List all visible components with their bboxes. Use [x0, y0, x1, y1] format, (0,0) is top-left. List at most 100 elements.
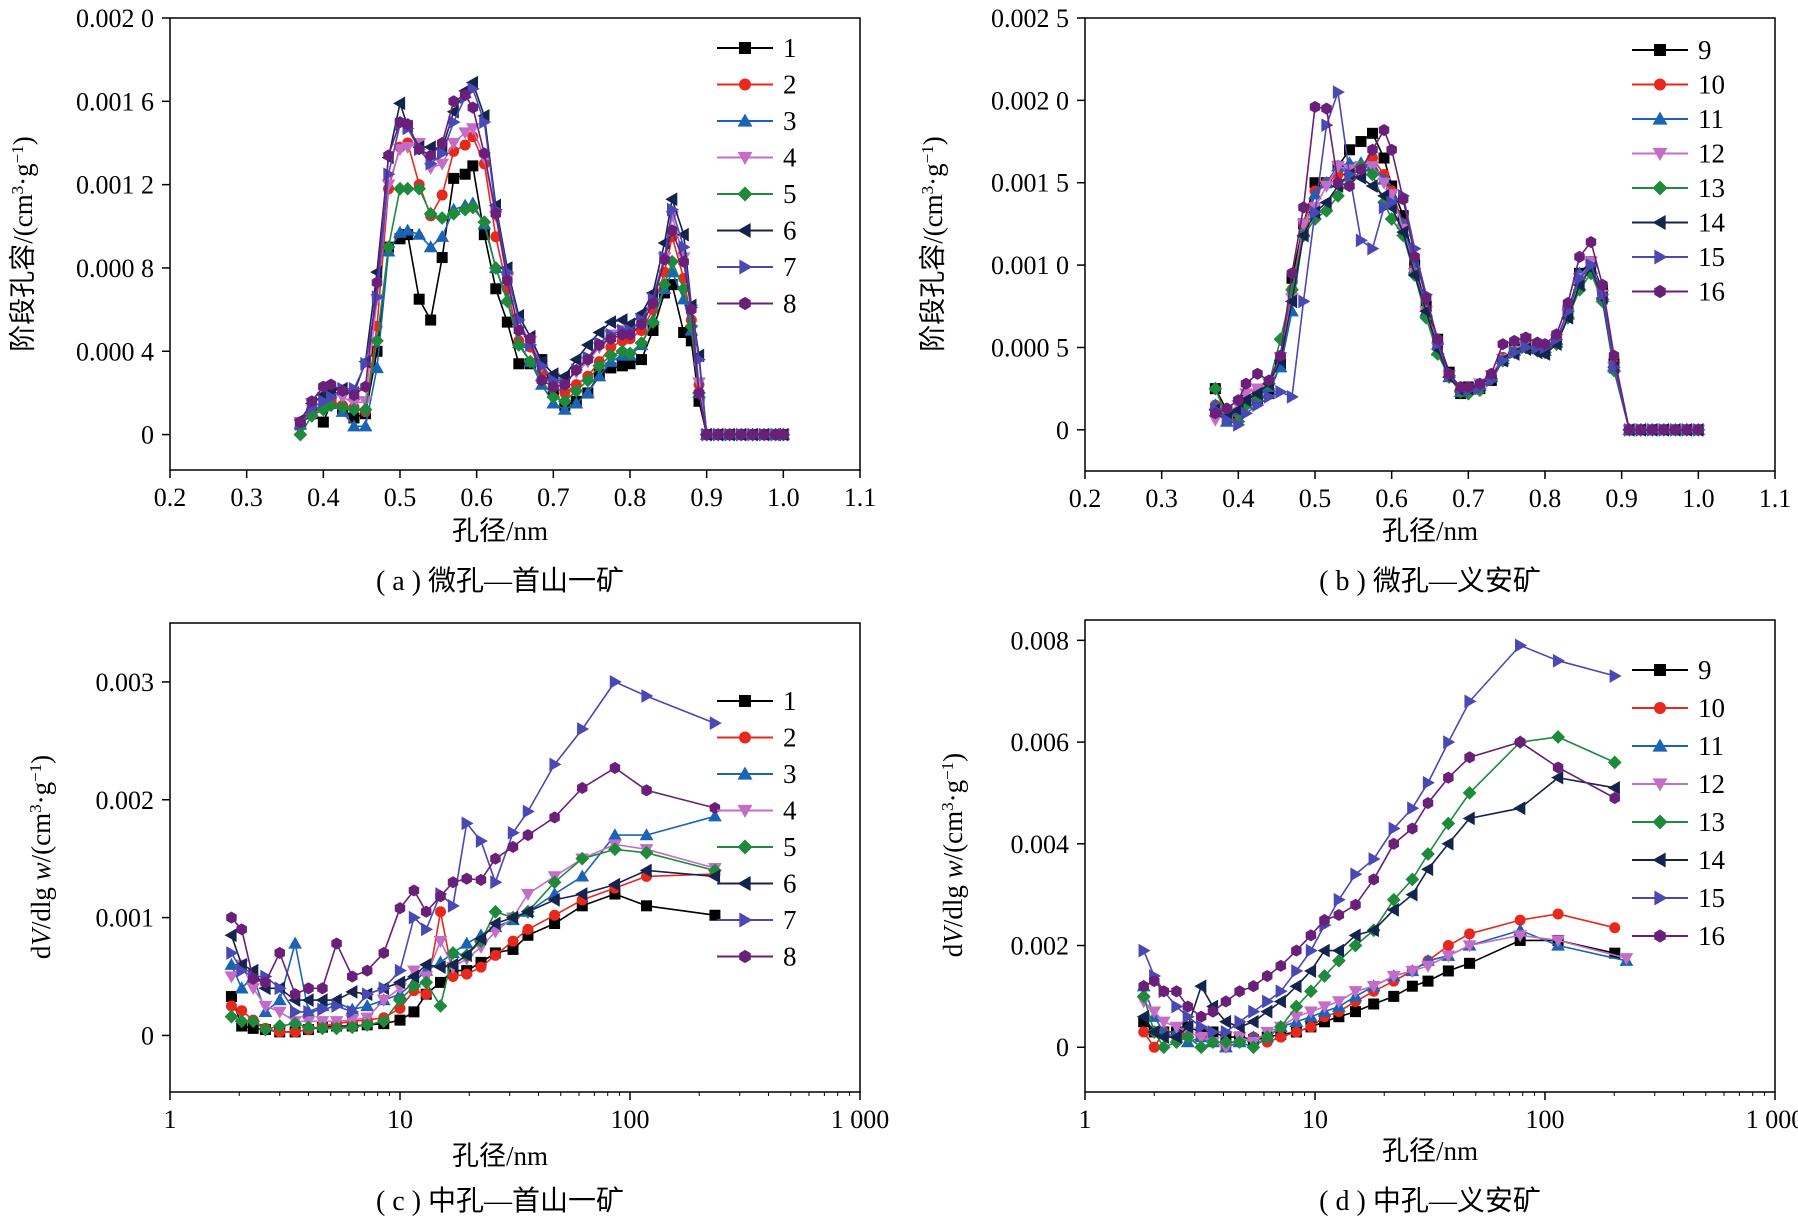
- data-point: [303, 982, 314, 995]
- data-point: [501, 316, 513, 328]
- legend-marker: [739, 949, 751, 964]
- data-point: [1609, 791, 1620, 805]
- data-point: [1422, 797, 1434, 810]
- x-tick-label: 0.2: [154, 483, 187, 512]
- data-point: [1250, 386, 1263, 401]
- data-point: [701, 428, 712, 441]
- series-line: [1214, 91, 1699, 431]
- legend-marker: [739, 912, 753, 928]
- data-point: [577, 781, 588, 795]
- data-point: [433, 999, 448, 1013]
- legend-label: 7: [783, 252, 797, 282]
- data-point: [360, 356, 373, 371]
- data-point: [383, 149, 394, 162]
- data-point: [461, 968, 473, 980]
- legend-label: 3: [783, 759, 797, 789]
- data-point: [1263, 389, 1276, 404]
- data-point: [575, 887, 588, 901]
- x-tick-label: 0.9: [1605, 484, 1638, 513]
- data-point: [506, 910, 519, 925]
- data-point: [1182, 1000, 1194, 1013]
- data-point: [513, 324, 525, 337]
- data-point: [1344, 167, 1357, 182]
- data-point: [1462, 811, 1475, 826]
- data-point: [437, 146, 450, 161]
- legend-label: 6: [783, 216, 797, 246]
- y-tick-label: 0.001 6: [76, 87, 154, 116]
- data-point: [605, 332, 617, 345]
- data-point: [413, 293, 425, 305]
- data-point: [1196, 1020, 1209, 1034]
- data-point: [1309, 100, 1321, 114]
- data-point: [459, 936, 474, 949]
- data-point: [1552, 653, 1565, 668]
- plot-frame: [1084, 17, 1776, 472]
- data-point: [636, 318, 647, 331]
- data-point: [1348, 938, 1363, 953]
- data-point: [274, 946, 285, 959]
- legend-label: 1: [783, 33, 797, 63]
- data-point: [605, 362, 617, 374]
- data-point: [1298, 201, 1309, 214]
- data-point: [1286, 389, 1299, 404]
- data-point: [467, 81, 480, 96]
- legend-marker: [737, 804, 753, 818]
- data-point: [548, 380, 559, 393]
- data-point: [1260, 1030, 1275, 1044]
- data-point: [1608, 349, 1620, 362]
- data-point: [1138, 980, 1149, 993]
- data-point: [1388, 990, 1400, 1002]
- data-point: [575, 851, 590, 866]
- data-point: [465, 75, 478, 90]
- data-point: [370, 333, 384, 348]
- data-point: [1171, 985, 1182, 998]
- data-point: [474, 931, 487, 946]
- data-point: [465, 123, 480, 136]
- data-point: [1208, 414, 1223, 427]
- data-point: [475, 873, 487, 886]
- data-point: [1443, 367, 1455, 380]
- legend-marker: [737, 223, 751, 238]
- data-point: [1397, 210, 1409, 222]
- data-point: [1441, 816, 1456, 831]
- legend-marker: [1652, 738, 1668, 752]
- legend: 1 2 3 4 5 6 7 8: [717, 33, 797, 319]
- data-point: [1377, 189, 1390, 203]
- data-point: [400, 181, 415, 196]
- data-point: [1422, 975, 1434, 987]
- data-point: [1194, 979, 1207, 994]
- data-point: [1220, 1025, 1233, 1039]
- panel-caption: ( c ) 中孔—首山一矿: [376, 1185, 624, 1217]
- data-point: [1156, 1040, 1171, 1055]
- series-3: [224, 809, 722, 1018]
- data-point: [1304, 984, 1318, 999]
- data-point: [378, 981, 391, 996]
- data-point: [272, 993, 287, 1006]
- data-point: [1319, 180, 1334, 193]
- data-point: [1497, 353, 1510, 368]
- data-point: [371, 276, 383, 289]
- data-point: [666, 224, 678, 237]
- data-point: [1219, 1014, 1232, 1029]
- data-point: [693, 386, 705, 399]
- y-tick-label: 0.001 5: [991, 169, 1069, 198]
- x-axis-title: 孔径/nm: [1382, 1136, 1478, 1166]
- data-point: [1331, 996, 1346, 1009]
- data-point: [347, 402, 361, 417]
- data-point: [1421, 847, 1435, 861]
- data-point: [1386, 892, 1401, 907]
- x-tick-label: 0.7: [537, 483, 570, 512]
- x-tick-label: 0.4: [307, 483, 340, 512]
- data-point: [407, 979, 421, 993]
- data-point: [381, 179, 396, 192]
- data-point: [295, 416, 306, 429]
- data-point: [549, 909, 561, 921]
- plot-frame: [169, 17, 861, 471]
- x-tick-label: 0.6: [460, 483, 493, 512]
- data-point: [393, 993, 407, 1007]
- data-point: [525, 332, 536, 345]
- data-point: [376, 994, 391, 1007]
- data-point: [1407, 268, 1420, 282]
- legend-label: 8: [783, 942, 797, 972]
- data-point: [724, 428, 735, 441]
